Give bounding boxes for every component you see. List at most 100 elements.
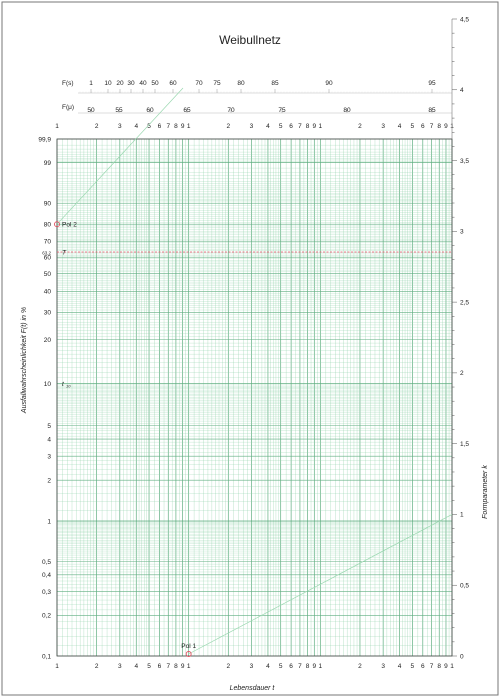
k-tick-label: 3,5: [460, 158, 469, 165]
x-tick-label-top: 5: [147, 123, 151, 130]
x-tick-label-top: 4: [398, 123, 402, 130]
x-tick-label-top: 4: [266, 123, 270, 130]
fs-scale-label: 20: [116, 80, 124, 87]
fmu-scale-label: 65: [183, 107, 191, 114]
y-axis-ticks: 99,9 99 90 80 70 63,260 50 40 30 20 10 5 4 3 2 1 0,5 0,4 0…: [38, 136, 51, 660]
x-tick-label-bottom: 2: [226, 663, 230, 670]
x-tick-label-top: 3: [118, 123, 122, 130]
x-tick-label-top: 7: [430, 123, 434, 130]
y-tick-label: 0,1: [42, 653, 51, 660]
x-tick-label-top: 1: [55, 123, 59, 130]
x-tick-label-bottom: 1: [55, 663, 59, 670]
fmu-scale-label: 60: [146, 107, 154, 114]
y-tick-label: 30: [44, 310, 52, 317]
k-tick-label: 3: [460, 229, 464, 236]
fs-scale-label: 85: [271, 80, 279, 87]
x-tick-label-bottom: 8: [306, 663, 310, 670]
k-axis-label: Formparameter k: [482, 465, 489, 519]
y-tick-label: 3: [47, 454, 51, 461]
top-scale-label-fs: F(s): [62, 80, 74, 87]
y-tick-label: 99,9: [38, 136, 51, 143]
plot-frame: [56, 138, 453, 657]
fs-scale-label: 75: [213, 80, 221, 87]
y-tick-label: 1: [47, 518, 51, 525]
x-tick-label-bottom: 1: [187, 663, 191, 670]
y-tick-label: 70: [44, 238, 52, 245]
t10-marker-label: t: [62, 381, 65, 388]
x-tick-label-top: 2: [95, 123, 99, 130]
fs-scale-label: 40: [139, 80, 147, 87]
k-tick-label: 4,5: [460, 16, 469, 23]
x-tick-label-top: 8: [174, 123, 178, 130]
y-tick-label: 99: [44, 160, 52, 167]
x-tick-label-bottom: 5: [279, 663, 283, 670]
y-tick-label: 0,5: [42, 559, 51, 566]
x-tick-label-bottom: 8: [174, 663, 178, 670]
fmu-scale-label: 75: [278, 107, 286, 114]
k-tick-label: 1,5: [460, 441, 469, 448]
x-tick-label-top: 7: [166, 123, 170, 130]
x-tick-label-bottom: 4: [266, 663, 270, 670]
fmu-scale-label: 70: [227, 107, 235, 114]
x-tick-label-bottom: 9: [444, 663, 448, 670]
x-tick-label-bottom: 2: [358, 663, 362, 670]
pole1-marker: [185, 651, 192, 657]
y-axis-label: Ausfallwahrscheinlichkeit F(t) in %: [21, 307, 28, 414]
x-tick-label-top: 5: [411, 123, 415, 130]
x-tick-label-top: 9: [444, 123, 448, 130]
x-tick-label-top: 7: [298, 123, 302, 130]
fs-scale-label: 30: [127, 80, 135, 87]
y-tick-label: 10: [44, 381, 52, 388]
k-tick-label: 0: [460, 653, 464, 660]
y-tick-label: 40: [44, 289, 52, 296]
plot-grid: [56, 138, 453, 657]
x-tick-label-top: 6: [158, 123, 162, 130]
t10-marker-subscript: 10: [66, 384, 71, 389]
fs-scale-label: 10: [104, 80, 112, 87]
pole2-guide-line: [56, 87, 184, 225]
fmu-scale-label: 80: [343, 107, 351, 114]
chart-annotations: Tt 10 Pol 2 Pol 1: [54, 87, 453, 657]
fmu-scale-label: 85: [428, 107, 436, 114]
x-tick-label-top: 9: [312, 123, 316, 130]
x-tick-label-bottom: 7: [166, 663, 170, 670]
y-tick-label: 63,2: [42, 250, 51, 255]
x-tick-label-top: 6: [421, 123, 425, 130]
x-tick-label-top: 4: [134, 123, 138, 130]
fmu-scale-label: 55: [115, 107, 123, 114]
x-tick-label-bottom: 4: [134, 663, 138, 670]
x-tick-label-top: 5: [279, 123, 283, 130]
x-tick-label-bottom: 6: [289, 663, 293, 670]
fs-scale-label: 95: [428, 80, 436, 87]
y-tick-label: 20: [44, 337, 52, 344]
y-tick-label: 90: [44, 201, 52, 208]
x-axis-label: Lebensdauer t: [230, 685, 276, 692]
y-tick-label: 50: [44, 271, 52, 278]
k-axis: 0 0,5 1 1,5 2 2,5 3 3,5 4 4,5: [451, 16, 469, 660]
x-tick-label-top: 6: [289, 123, 293, 130]
y-tick-label: 0,3: [42, 589, 51, 596]
x-tick-label-bottom: 9: [312, 663, 316, 670]
x-tick-label-top: 1: [187, 123, 191, 130]
k-tick-label: 2: [460, 370, 464, 377]
x-tick-label-top: 8: [437, 123, 441, 130]
pole2-label: Pol 2: [62, 221, 77, 228]
fs-scale-label: 50: [151, 80, 159, 87]
x-tick-label-bottom: 4: [398, 663, 402, 670]
x-tick-label-top: 9: [181, 123, 185, 130]
fs-scale-label: 70: [195, 80, 203, 87]
y-tick-label: 0,4: [42, 572, 51, 579]
y-tick-label: 5: [47, 423, 51, 430]
x-tick-label-bottom: 9: [181, 663, 185, 670]
k-tick-label: 1: [460, 512, 464, 519]
y-tick-label: 60: [44, 254, 52, 261]
y-tick-label: 0,2: [42, 613, 51, 620]
x-tick-label-bottom: 3: [250, 663, 254, 670]
k-tick-label: 0,5: [460, 583, 469, 590]
y-tick-label: 4: [47, 436, 51, 443]
fs-scale-label: 60: [169, 80, 177, 87]
x-tick-label-bottom: 7: [298, 663, 302, 670]
